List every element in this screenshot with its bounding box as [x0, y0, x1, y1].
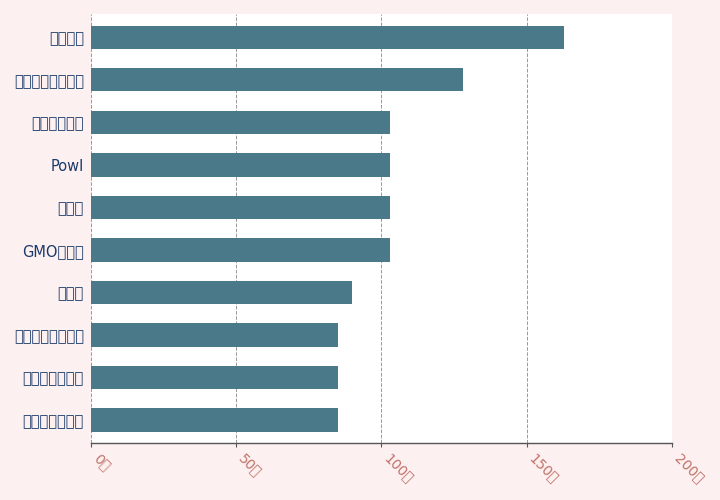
Bar [91, 366, 338, 389]
Bar [91, 408, 338, 432]
Bar [91, 110, 390, 134]
Bar [91, 238, 390, 262]
Bar [91, 153, 390, 176]
Bar [91, 280, 352, 304]
Bar [91, 196, 390, 219]
Bar [91, 323, 338, 346]
Bar [91, 68, 463, 92]
Bar [91, 26, 564, 49]
